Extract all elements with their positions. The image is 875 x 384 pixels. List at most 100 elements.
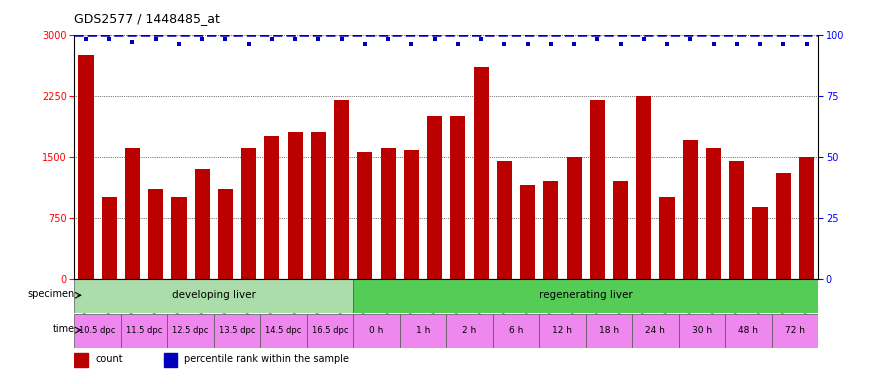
Text: 30 h: 30 h <box>692 326 712 334</box>
Point <box>660 41 674 47</box>
Text: 11.5 dpc: 11.5 dpc <box>126 326 162 334</box>
Text: GDS2577 / 1448485_at: GDS2577 / 1448485_at <box>74 12 220 25</box>
Bar <box>74 314 121 348</box>
Bar <box>218 189 233 278</box>
Bar <box>679 314 725 348</box>
Text: 14.5 dpc: 14.5 dpc <box>265 326 302 334</box>
Point <box>172 41 186 47</box>
Bar <box>585 314 632 348</box>
Point <box>730 41 744 47</box>
Point <box>544 41 558 47</box>
Bar <box>404 150 419 278</box>
Bar <box>613 181 628 278</box>
Bar <box>288 132 303 278</box>
Point <box>312 36 326 43</box>
Point <box>800 41 814 47</box>
Text: specimen: specimen <box>27 289 74 299</box>
Point <box>567 41 581 47</box>
Bar <box>632 314 679 348</box>
Bar <box>799 157 814 278</box>
Point <box>125 39 139 45</box>
Text: 0 h: 0 h <box>369 326 384 334</box>
Point <box>334 36 348 43</box>
Point <box>195 36 209 43</box>
Bar <box>427 116 442 278</box>
Bar <box>400 314 446 348</box>
Bar <box>214 314 261 348</box>
Point <box>358 41 372 47</box>
Point <box>683 36 697 43</box>
Bar <box>776 173 791 278</box>
Point <box>288 36 302 43</box>
Point <box>79 36 93 43</box>
Bar <box>164 354 177 367</box>
Point <box>451 41 465 47</box>
Bar <box>446 314 493 348</box>
Point <box>776 41 790 47</box>
Bar <box>172 197 186 278</box>
Bar <box>590 99 605 278</box>
Bar <box>79 55 94 278</box>
Bar <box>264 136 279 278</box>
Point <box>382 36 396 43</box>
Bar <box>520 185 536 278</box>
Bar <box>74 279 354 313</box>
Text: 18 h: 18 h <box>598 326 619 334</box>
Text: 12.5 dpc: 12.5 dpc <box>172 326 209 334</box>
Bar <box>706 149 721 278</box>
Bar <box>307 314 354 348</box>
Text: 72 h: 72 h <box>785 326 805 334</box>
Bar <box>74 354 88 367</box>
Point <box>753 41 767 47</box>
Bar <box>473 67 488 278</box>
Point <box>242 41 256 47</box>
Point <box>219 36 233 43</box>
Text: developing liver: developing liver <box>172 290 255 300</box>
Bar <box>543 181 558 278</box>
Bar <box>566 157 582 278</box>
Bar <box>682 140 698 278</box>
Bar <box>772 314 818 348</box>
Bar <box>354 279 818 313</box>
Bar <box>381 149 396 278</box>
Bar <box>242 149 256 278</box>
Text: 10.5 dpc: 10.5 dpc <box>80 326 116 334</box>
Point <box>591 36 605 43</box>
Text: percentile rank within the sample: percentile rank within the sample <box>185 354 349 364</box>
Text: 48 h: 48 h <box>738 326 759 334</box>
Text: 24 h: 24 h <box>646 326 665 334</box>
Bar <box>148 189 164 278</box>
Bar <box>167 314 214 348</box>
Point <box>521 41 535 47</box>
Text: 13.5 dpc: 13.5 dpc <box>219 326 256 334</box>
Bar <box>752 207 767 278</box>
Point <box>265 36 279 43</box>
Point <box>497 41 511 47</box>
Bar <box>334 99 349 278</box>
Bar <box>497 161 512 278</box>
Text: 6 h: 6 h <box>508 326 523 334</box>
Bar <box>194 169 210 278</box>
Point <box>706 41 720 47</box>
Text: regenerating liver: regenerating liver <box>539 290 633 300</box>
Bar <box>451 116 466 278</box>
Text: 2 h: 2 h <box>462 326 477 334</box>
Text: 12 h: 12 h <box>552 326 572 334</box>
Point <box>637 36 651 43</box>
Point <box>613 41 627 47</box>
Text: 16.5 dpc: 16.5 dpc <box>312 326 348 334</box>
Point <box>149 36 163 43</box>
Bar <box>354 314 400 348</box>
Bar <box>729 161 745 278</box>
Bar <box>357 152 373 278</box>
Bar <box>121 314 167 348</box>
Bar <box>493 314 539 348</box>
Bar <box>660 197 675 278</box>
Text: time: time <box>52 324 74 334</box>
Text: count: count <box>95 354 123 364</box>
Point <box>102 36 116 43</box>
Bar <box>725 314 772 348</box>
Text: 1 h: 1 h <box>416 326 430 334</box>
Bar <box>636 96 651 278</box>
Bar <box>102 197 116 278</box>
